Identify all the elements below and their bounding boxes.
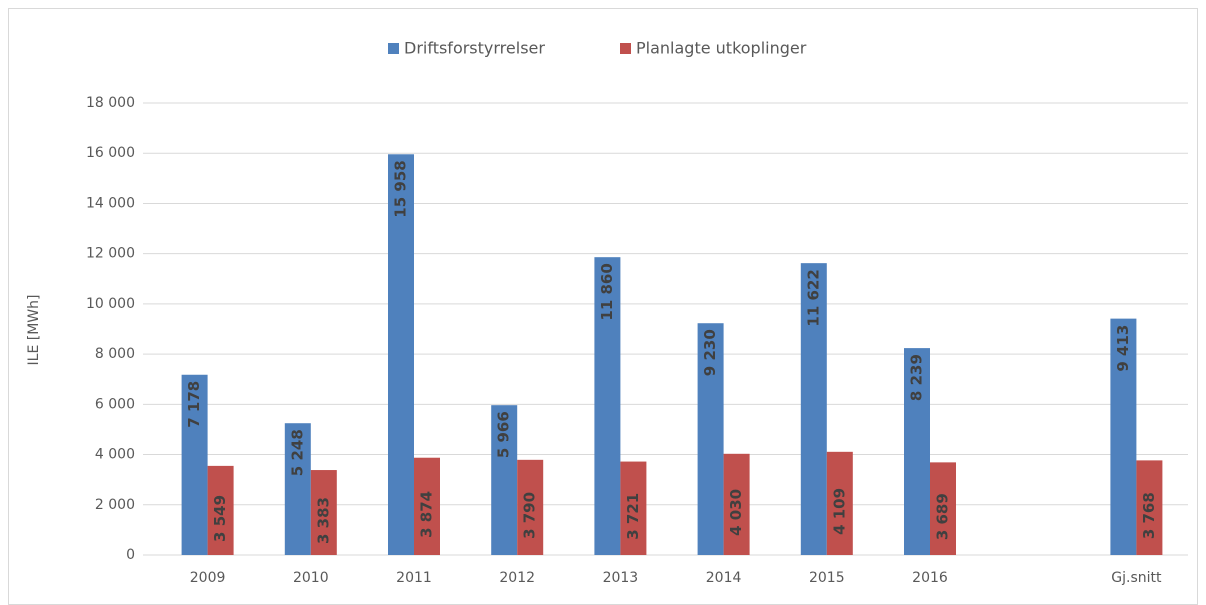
value-label: 3 549	[211, 495, 229, 542]
x-tick-label: 2016	[912, 570, 948, 586]
y-tick-label: 18 000	[86, 95, 135, 111]
x-tick-label: 2014	[706, 570, 742, 586]
y-axis-label: ILE [MWh]	[26, 295, 42, 366]
y-tick-label: 4 000	[95, 447, 135, 463]
bar	[1110, 318, 1137, 555]
bar	[826, 451, 853, 555]
value-label: 7 178	[185, 381, 203, 428]
value-label: 11 622	[804, 269, 822, 326]
bar	[904, 348, 930, 555]
x-tick-label: 2010	[293, 570, 329, 586]
value-label: 3 383	[314, 497, 332, 544]
value-label: 5 966	[495, 411, 513, 458]
bar	[723, 453, 750, 555]
value-label: 11 860	[598, 263, 616, 320]
value-label: 3 768	[1140, 492, 1158, 539]
bar	[181, 374, 208, 555]
y-tick-label: 0	[126, 547, 135, 563]
x-tick-label: 2015	[809, 570, 845, 586]
value-label: 15 958	[392, 160, 410, 217]
bar	[800, 263, 827, 555]
bar	[491, 405, 518, 555]
bar	[930, 462, 956, 555]
x-tick-label: 2012	[499, 570, 535, 586]
value-label: 4 030	[727, 489, 745, 536]
value-label: 3 874	[418, 491, 436, 538]
legend-swatch	[620, 43, 631, 54]
bar	[620, 461, 647, 555]
y-tick-label: 10 000	[86, 296, 135, 312]
bar	[594, 257, 621, 555]
bar	[207, 465, 234, 555]
x-tick-label: 2011	[396, 570, 432, 586]
bar	[310, 470, 337, 555]
y-tick-label: 6 000	[95, 396, 135, 412]
y-tick-label: 12 000	[86, 246, 135, 262]
value-label: 8 239	[908, 354, 926, 401]
bar	[697, 323, 724, 555]
value-label: 9 230	[701, 329, 719, 376]
value-label: 3 721	[624, 493, 642, 540]
x-tick-label: Gj.snitt	[1111, 570, 1162, 586]
y-tick-label: 14 000	[86, 195, 135, 211]
value-label: 5 248	[288, 429, 306, 476]
value-label: 3 689	[934, 493, 952, 540]
bar	[414, 457, 440, 555]
bar	[517, 459, 544, 555]
value-label: 3 790	[521, 492, 539, 539]
y-tick-label: 8 000	[95, 346, 135, 362]
y-tick-label: 2 000	[95, 497, 135, 513]
y-tick-label: 16 000	[86, 145, 135, 161]
x-tick-label: 2009	[190, 570, 226, 586]
legend-swatch	[388, 43, 399, 54]
legend-label: Driftsforstyrrelser	[404, 39, 545, 58]
legend-label: Planlagte utkoplinger	[636, 39, 807, 58]
bar	[1136, 460, 1163, 555]
bar	[284, 423, 311, 555]
bar	[388, 154, 414, 555]
value-label: 9 413	[1114, 325, 1132, 372]
value-label: 4 109	[830, 488, 848, 535]
x-tick-label: 2013	[603, 570, 639, 586]
